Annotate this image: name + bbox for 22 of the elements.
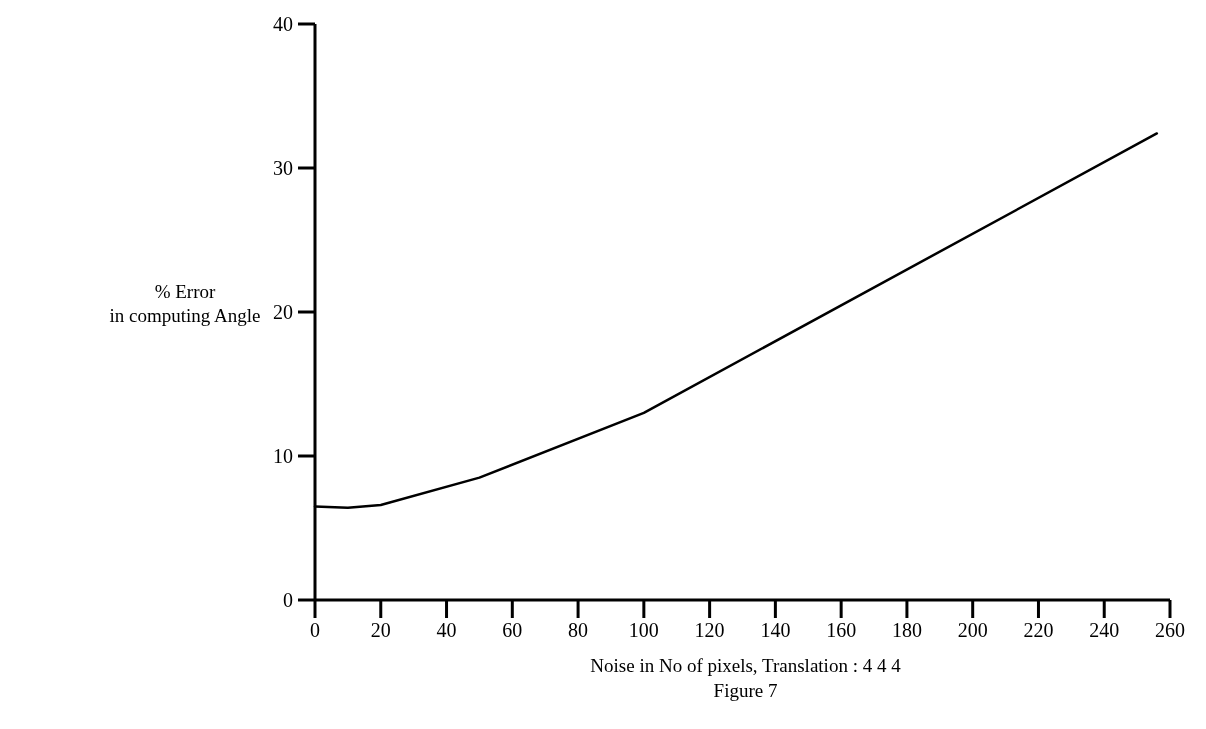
x-tick-label: 140 [760,619,791,641]
x-tick-label: 80 [568,619,589,641]
x-tick-label: 220 [1023,619,1054,641]
x-tick-label: 160 [826,619,857,641]
x-tick-label: 40 [436,619,457,641]
caption: Figure 7 [713,680,778,701]
x-tick-label: 260 [1155,619,1185,641]
x-tick-label: 200 [957,619,988,641]
y-tick-label: 30 [273,157,293,179]
x-tick-label: 100 [628,619,659,641]
x-tick-label: 20 [370,619,391,641]
x-tick-label: 120 [694,619,725,641]
x-tick-label: 60 [502,619,523,641]
x-tick-label: 180 [891,619,922,641]
y-axis-title: % Error in computing Angle [109,281,261,326]
y-tick-label: 10 [273,445,293,467]
x-axis-title: Noise in No of pixels, Translation : 4 4 4 [590,655,902,676]
y-tick-label: 0 [283,589,293,611]
y-tick-label: 40 [273,13,293,35]
y-tick-label: 20 [273,301,293,323]
x-tick-label: 0 [310,619,320,641]
x-tick-label: 240 [1089,619,1120,641]
